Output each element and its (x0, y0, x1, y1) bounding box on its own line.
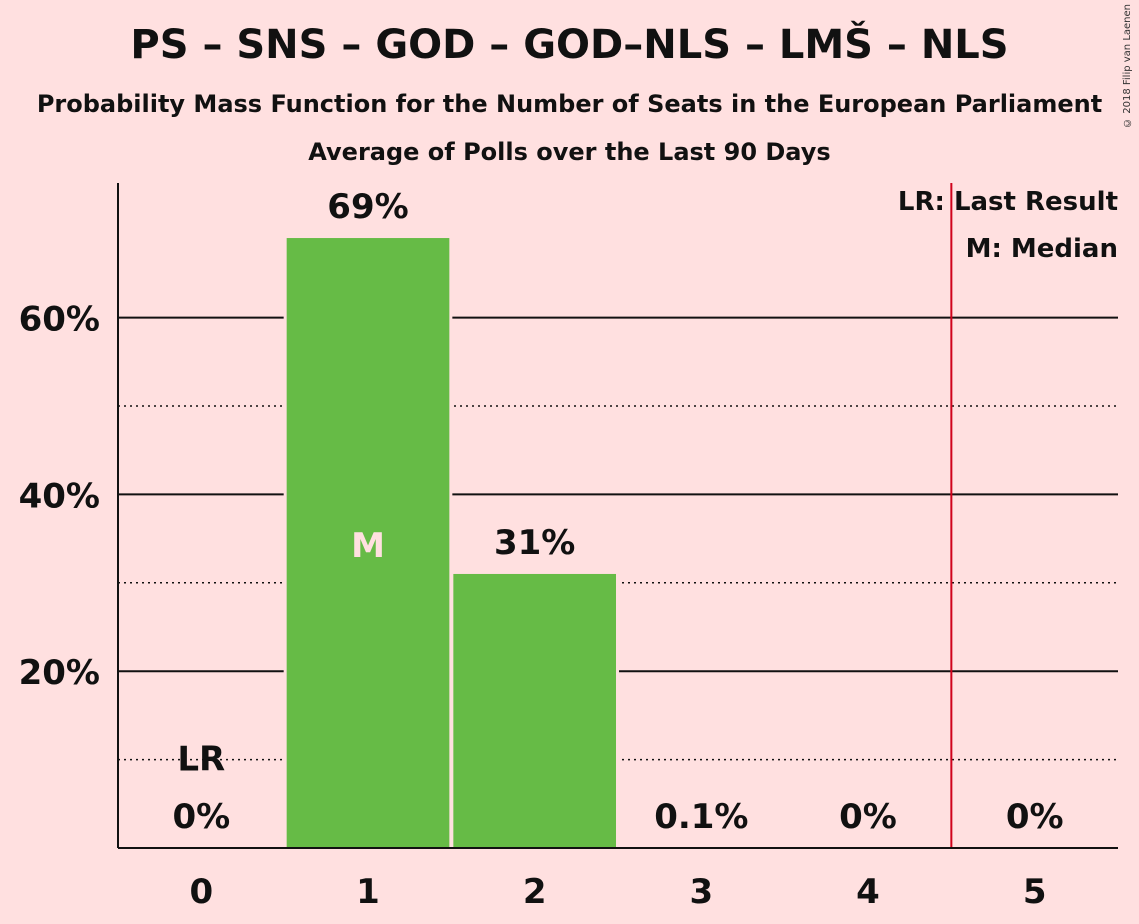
bar-seats-2 (453, 573, 617, 848)
bars-layer (283, 237, 786, 849)
x-tick-label: 3 (690, 872, 714, 912)
y-tick-label: 20% (19, 653, 100, 693)
data-label: 0% (839, 797, 897, 837)
data-label: 0% (172, 797, 230, 837)
last-result-marker: LR (177, 740, 225, 780)
data-label: 0% (1006, 797, 1064, 837)
x-tick-label: 0 (189, 872, 213, 912)
x-tick-label: 4 (856, 872, 880, 912)
chart-subtitle: Probability Mass Function for the Number… (36, 90, 1103, 118)
x-tick-label: 1 (356, 872, 380, 912)
chart-title: PS – SNS – GOD – GOD–NLS – LMŠ – NLS (130, 22, 1009, 68)
data-label: 31% (494, 523, 575, 563)
y-tick-label: 40% (19, 476, 100, 516)
axis-layer: 20% 40% 60% 0 1 2 3 4 5 (19, 183, 1118, 912)
legend-median: M: Median (966, 234, 1118, 264)
x-tick-label: 5 (1023, 872, 1047, 912)
data-label: 0.1% (654, 797, 748, 837)
chart-subtitle-period: Average of Polls over the Last 90 Days (308, 138, 831, 166)
x-tick-label: 2 (523, 872, 547, 912)
data-label: 69% (327, 187, 408, 227)
legend-last-result: LR: Last Result (898, 187, 1118, 217)
labels-layer: 0% 69% 31% 0.1% 0% 0% M LR (172, 187, 1063, 837)
median-marker: M (351, 526, 385, 566)
bar-seats-1 (286, 238, 450, 849)
y-tick-label: 60% (19, 300, 100, 340)
